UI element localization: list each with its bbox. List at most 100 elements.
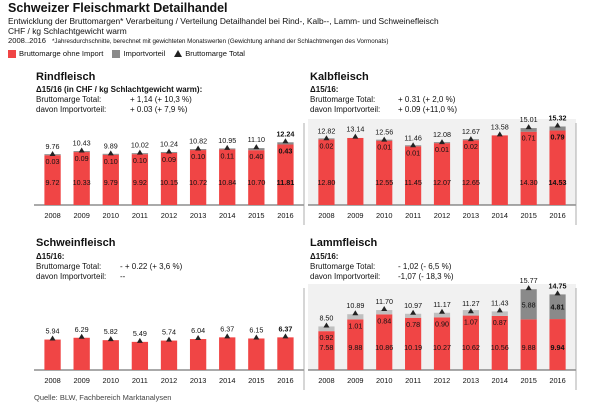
rindfleisch-marker-total-2011	[136, 149, 143, 155]
kalbfleisch-label-base-2012: 12.07	[433, 178, 451, 187]
kalbfleisch-label-import-2013: 0.02	[464, 142, 478, 151]
kalbfleisch-label-total-2009: 13.14	[346, 125, 364, 134]
lammfleisch-tick-2016: 2016	[549, 376, 565, 385]
kalbfleisch-tick-2010: 2010	[376, 211, 392, 220]
rindfleisch-bar-base-2013	[189, 150, 207, 205]
lammfleisch-note-value-2: -1,07 (- 18,3 %)	[398, 272, 454, 281]
schweinfleisch-tick-2016: 2016	[277, 376, 293, 385]
rindfleisch-note-label-0: Δ15/16 (in CHF / kg Schlachtgewicht warm…	[36, 85, 202, 94]
kalbfleisch-tick-2014: 2014	[492, 211, 508, 220]
rindfleisch-label-import-2011: 0.10	[133, 156, 147, 165]
legend-label-base: Bruttomarge ohne Import	[19, 49, 104, 58]
rindfleisch-bar-base-2009	[73, 152, 90, 205]
schweinfleisch-label-total-2009: 6.29	[75, 325, 89, 334]
schweinfleisch-bar-base-2013	[189, 339, 207, 370]
schweinfleisch-note-value-1: - + 0.22 (+ 3,6 %)	[120, 262, 183, 271]
rindfleisch-label-base-2008: 9.72	[46, 178, 60, 187]
lammfleisch-marker-total-2015	[525, 285, 532, 291]
legend-swatch-gray	[112, 49, 121, 58]
schweinfleisch-bar-base-2010	[102, 340, 119, 370]
rindfleisch-tick-2010: 2010	[103, 211, 119, 220]
lammfleisch-note-label-1: Bruttomarge Total:	[310, 262, 375, 271]
rindfleisch-bar-import-2016	[277, 142, 294, 145]
lammfleisch-label-import-2011: 0.78	[406, 320, 420, 329]
kalbfleisch-bar-base-2011	[405, 146, 422, 205]
schweinfleisch-marker-total-2016	[282, 333, 289, 339]
rindfleisch-marker-total-2008	[49, 150, 56, 156]
rindfleisch-label-import-2012: 0.09	[162, 155, 176, 164]
lammfleisch-label-import-2014: 0.87	[493, 318, 507, 327]
lammfleisch-note-label-0: Δ15/16:	[310, 252, 338, 261]
kalbfleisch-note-label-2: davon Importvorteil:	[310, 105, 380, 114]
rindfleisch-marker-total-2013	[195, 145, 202, 151]
kalbfleisch-bar-base-2016	[549, 130, 566, 205]
rindfleisch-bar-base-2016	[277, 144, 294, 205]
kalbfleisch-bar-base-2010	[376, 140, 393, 205]
kalbfleisch-marker-total-2015	[525, 124, 532, 130]
kalbfleisch-label-total-2011: 11.46	[404, 133, 421, 142]
lammfleisch-label-base-2008: 7.58	[319, 343, 333, 352]
rindfleisch-label-import-2015: 0.40	[249, 152, 263, 161]
rindfleisch-tick-2013: 2013	[190, 211, 206, 220]
kalbfleisch-tick-2009: 2009	[347, 211, 363, 220]
lammfleisch-bar-base-2015	[520, 319, 537, 370]
rindfleisch-bar-base-2012	[160, 152, 178, 205]
schweinfleisch-marker-total-2015	[253, 334, 260, 340]
rindfleisch-label-base-2016: 11.81	[277, 178, 295, 187]
lammfleisch-label-base-2015: 9.88	[522, 343, 536, 352]
kalbfleisch-label-total-2010: 12.56	[375, 128, 393, 137]
lammfleisch-marker-total-2010	[381, 306, 388, 312]
lammfleisch-tick-2010: 2010	[376, 376, 392, 385]
schweinfleisch-label-total-2010: 5.82	[104, 327, 118, 336]
kalbfleisch-marker-total-2013	[467, 136, 474, 142]
lammfleisch-label-total-2013: 11.27	[462, 299, 479, 308]
rindfleisch-label-import-2016: 0.43	[278, 146, 292, 155]
lammfleisch-note-label-2: davon Importvorteil:	[310, 272, 380, 281]
rindfleisch-title: Rindfleisch	[36, 71, 96, 83]
lammfleisch-label-total-2014: 11.43	[491, 298, 508, 307]
kalbfleisch-label-base-2016: 14.53	[549, 178, 567, 187]
lammfleisch-bar-base-2010	[376, 314, 393, 370]
lammfleisch-label-total-2009: 10.89	[346, 301, 364, 310]
lammfleisch-label-total-2011: 10.97	[404, 301, 422, 310]
schweinfleisch-note-label-2: davon Importvorteil:	[36, 272, 106, 281]
rindfleisch-label-total-2013: 10.82	[189, 137, 207, 146]
kalbfleisch-label-total-2012: 12.08	[433, 130, 451, 139]
footnote: *Jahresdurchschnitte, berechnet mit gewi…	[52, 38, 389, 45]
kalbfleisch-marker-total-2014	[496, 131, 503, 137]
lammfleisch-note-value-1: - 1,02 (- 6,5 %)	[398, 262, 452, 271]
kalbfleisch-label-import-2012: 0.01	[435, 145, 449, 154]
kalbfleisch-note-label-0: Δ15/16:	[310, 85, 338, 94]
kalbfleisch-marker-total-2009	[352, 133, 359, 139]
rindfleisch-label-base-2014: 10.84	[218, 178, 236, 187]
legend-label-import: Importvorteil	[123, 49, 166, 58]
kalbfleisch-marker-total-2010	[381, 136, 388, 142]
schweinfleisch-marker-total-2010	[107, 336, 114, 342]
schweinfleisch-label-total-2015: 6.15	[249, 325, 263, 334]
kalbfleisch-bar-base-2009	[347, 137, 364, 205]
lammfleisch-tick-2014: 2014	[492, 376, 508, 385]
rindfleisch-label-total-2011: 10.02	[131, 141, 149, 150]
page-subtitle: Entwicklung der Bruttomargen* Verarbeitu…	[8, 16, 439, 26]
lammfleisch-marker-total-2012	[439, 308, 445, 314]
page-title: Schweizer Fleischmarkt Detailhandel	[8, 1, 228, 15]
lammfleisch-marker-total-2016	[554, 290, 561, 296]
lammfleisch-label-base-2010: 10.86	[375, 343, 393, 352]
triangle-icon	[174, 50, 183, 57]
lammfleisch-label-total-2008: 8.50	[319, 313, 333, 322]
rindfleisch-label-import-2010: 0.10	[104, 157, 118, 166]
schweinfleisch-tick-2015: 2015	[248, 376, 264, 385]
schweinfleisch-bar-base-2011	[131, 341, 149, 370]
kalbfleisch-tick-2008: 2008	[318, 211, 334, 220]
schweinfleisch-label-total-2014: 6.37	[220, 324, 234, 333]
rindfleisch-marker-total-2009	[78, 147, 85, 153]
rindfleisch-label-total-2012: 10.24	[160, 140, 178, 149]
rindfleisch-tick-2008: 2008	[44, 211, 60, 220]
schweinfleisch-tick-2013: 2013	[190, 376, 206, 385]
rindfleisch-tick-2011: 2011	[132, 211, 148, 220]
schweinfleisch-bar-base-2014	[219, 337, 236, 370]
legend-item-total: Bruttomarge Total	[174, 49, 245, 58]
kalbfleisch-marker-total-2012	[439, 139, 445, 145]
rindfleisch-bar-base-2010	[102, 154, 119, 205]
